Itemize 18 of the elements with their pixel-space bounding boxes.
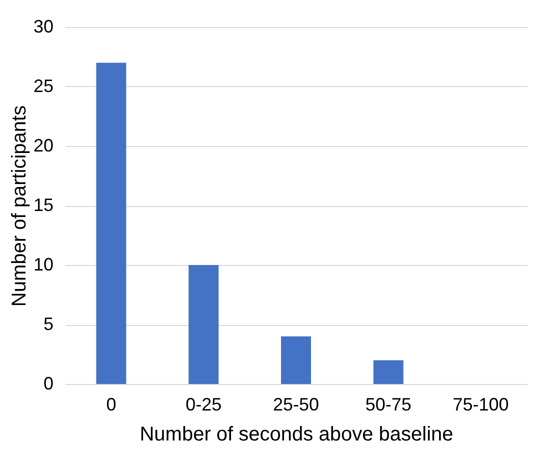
y-tick-label: 20 (33, 136, 54, 156)
x-axis-title: Number of seconds above baseline (140, 424, 454, 446)
bar (96, 62, 126, 384)
y-tick-label: 15 (33, 195, 54, 215)
x-tick-label: 0-25 (186, 394, 222, 414)
bar (188, 265, 219, 384)
x-tick-label: 0 (106, 394, 116, 414)
x-tick-label: 50-75 (365, 394, 412, 414)
bar (373, 360, 404, 384)
y-tick-label: 0 (43, 374, 54, 394)
y-axis-title: Number of participants (8, 105, 30, 307)
y-tick-label: 25 (33, 76, 54, 96)
x-tick-label: 75-100 (452, 394, 509, 414)
y-tick-label: 10 (33, 254, 54, 274)
x-tick-label: 25-50 (272, 394, 320, 414)
bar (281, 336, 311, 384)
y-tick-label: 30 (33, 16, 54, 36)
y-tick-label: 5 (43, 314, 54, 334)
